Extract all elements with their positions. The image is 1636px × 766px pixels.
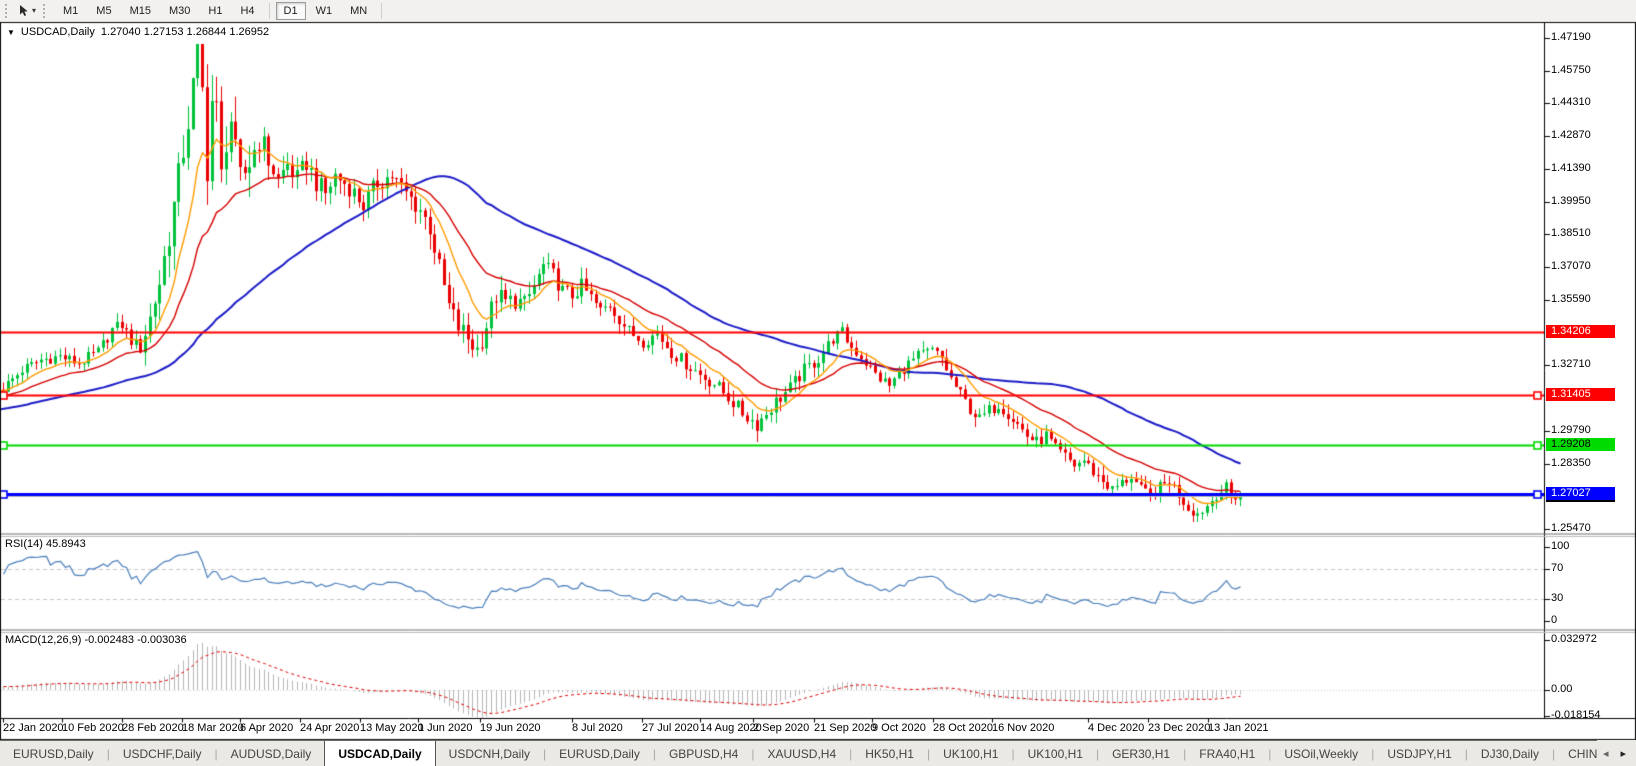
toolbar-separator bbox=[268, 2, 270, 19]
tab-separator: | bbox=[1268, 746, 1272, 761]
date-axis-label: 2 Sep 2020 bbox=[753, 722, 810, 734]
date-axis-label: 13 Jan 2021 bbox=[1208, 722, 1269, 734]
tab-usdcnh-daily[interactable]: USDCNH,Daily bbox=[448, 746, 531, 761]
tab-separator: | bbox=[1183, 746, 1187, 761]
tab-eurusd-daily[interactable]: EURUSD,Daily bbox=[13, 746, 94, 761]
date-axis-label: 13 May 2020 bbox=[360, 722, 424, 734]
date-axis-label: 28 Oct 2020 bbox=[933, 722, 993, 734]
tab-audusd-daily[interactable]: AUDUSD,Daily bbox=[230, 746, 312, 761]
date-axis-label: 1 Jun 2020 bbox=[418, 722, 473, 734]
cursor-arrow-glyph bbox=[19, 5, 28, 16]
tab-eurusd-daily[interactable]: EURUSD,Daily bbox=[559, 746, 640, 761]
tab-xauusd-h4[interactable]: XAUUSD,H4 bbox=[767, 746, 837, 761]
chart-tabs-bar: EURUSD,Daily | USDCHF,Daily | AUDUSD,Daily US… bbox=[0, 740, 1636, 766]
date-axis-label: 6 Apr 2020 bbox=[240, 722, 294, 734]
tab-hk50-h1[interactable]: HK50,H1 bbox=[865, 746, 914, 761]
date-axis-label: 4 Dec 2020 bbox=[1088, 722, 1145, 734]
timeframe-button-M30[interactable]: M30 bbox=[168, 4, 191, 17]
tab-separator: | bbox=[1464, 746, 1468, 761]
tab-separator: | bbox=[652, 746, 656, 761]
tab-usdjpy-h1[interactable]: USDJPY,H1 bbox=[1387, 746, 1452, 761]
toolbar-grip-icon[interactable] bbox=[5, 3, 9, 18]
tab-usoil-weekly[interactable]: USOil,Weekly bbox=[1284, 746, 1359, 761]
date-axis-label: 16 Nov 2020 bbox=[992, 722, 1055, 734]
tab-separator: | bbox=[214, 746, 218, 761]
date-axis-label: 22 Jan 2020 bbox=[3, 722, 64, 734]
tab-separator: | bbox=[1011, 746, 1015, 761]
tabs-scroll-buttons: ◂ ▸ bbox=[1596, 740, 1636, 766]
timeframe-button-H1[interactable]: H1 bbox=[208, 4, 223, 17]
tab-separator: | bbox=[849, 746, 853, 761]
date-axis-label: 19 Jun 2020 bbox=[480, 722, 541, 734]
timeframe-button-D1[interactable]: D1 bbox=[275, 1, 306, 20]
tab-usdchf-daily[interactable]: USDCHF,Daily bbox=[122, 746, 202, 761]
timeframe-button-M15[interactable]: M15 bbox=[129, 4, 151, 17]
tab-fra40-h1[interactable]: FRA40,H1 bbox=[1199, 746, 1256, 761]
tab-separator: | bbox=[1095, 746, 1100, 761]
timeframe-button-M5[interactable]: M5 bbox=[96, 4, 112, 17]
date-axis-label: 14 Aug 2020 bbox=[700, 722, 762, 734]
tab-separator: | bbox=[1551, 746, 1556, 761]
tab-separator: | bbox=[926, 746, 931, 761]
toolbar-grip2-icon bbox=[43, 3, 47, 18]
tab-separator: | bbox=[1371, 746, 1375, 761]
date-axis-label: 24 Apr 2020 bbox=[300, 722, 360, 734]
toolbar-separator bbox=[381, 2, 383, 19]
tab-usdcad-daily[interactable]: USDCAD,Daily bbox=[324, 741, 436, 766]
tab-dj30-daily[interactable]: DJ30,Daily bbox=[1480, 746, 1539, 761]
date-axis-label: 27 Jul 2020 bbox=[642, 722, 699, 734]
timeframe-button-M1[interactable]: M1 bbox=[63, 4, 79, 17]
cursor-tool-caret-icon[interactable]: ▾ bbox=[32, 6, 37, 15]
tabs-scroll-left-button[interactable]: ◂ bbox=[1602, 747, 1609, 760]
tab-uk100-h1[interactable]: UK100,H1 bbox=[943, 746, 999, 761]
date-axis-label: 10 Feb 2020 bbox=[62, 722, 124, 734]
tabs-scroll-right-button[interactable]: ▸ bbox=[1620, 747, 1626, 760]
date-axis-label: 18 Mar 2020 bbox=[182, 722, 244, 734]
timeframe-toolbar: ▾ M1 M5 M15 M30 H1 H4 D1 W1 MN bbox=[0, 0, 1636, 22]
timeframe-button-W1[interactable]: W1 bbox=[315, 4, 333, 17]
date-axis-label: 28 Feb 2020 bbox=[122, 722, 184, 734]
timeframe-buttons: M1 M5 M15 M30 H1 H4 D1 W1 MN bbox=[54, 1, 387, 20]
tab-ger30-h1[interactable]: GER30,H1 bbox=[1112, 746, 1171, 761]
tab-separator: | bbox=[751, 746, 755, 761]
tab-gbpusd-h4[interactable]: GBPUSD,H4 bbox=[668, 746, 739, 761]
date-axis-label: 23 Dec 2020 bbox=[1148, 722, 1211, 734]
timeframe-button-H4[interactable]: H4 bbox=[240, 4, 255, 17]
date-axis-label: 9 Oct 2020 bbox=[872, 722, 926, 734]
tab-separator: | bbox=[106, 746, 110, 761]
timeframe-button-MN[interactable]: MN bbox=[350, 4, 368, 17]
date-axis-label: 8 Jul 2020 bbox=[572, 722, 623, 734]
cursor-tool-icon[interactable] bbox=[16, 3, 31, 18]
date-axis-label: 21 Sep 2020 bbox=[814, 722, 877, 734]
tab-uk100-h1[interactable]: UK100,H1 bbox=[1027, 746, 1083, 761]
tab-separator: | bbox=[543, 746, 547, 761]
